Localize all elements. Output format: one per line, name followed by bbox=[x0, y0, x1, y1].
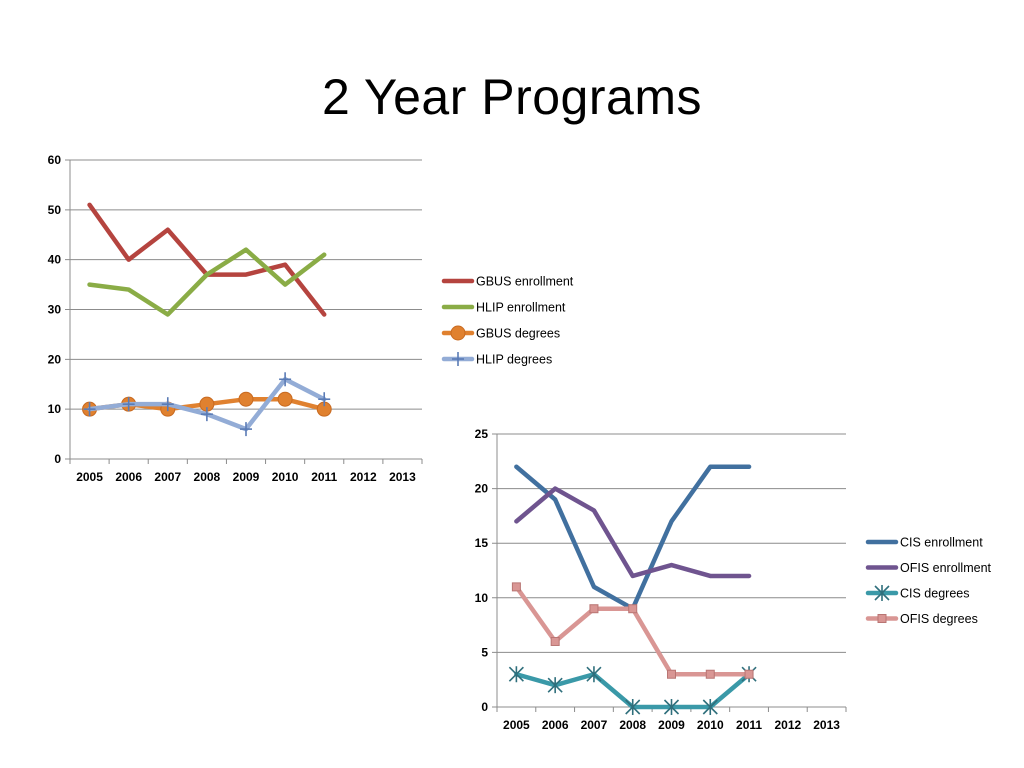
series-ofis-degrees bbox=[511, 582, 754, 679]
data-point bbox=[200, 407, 213, 422]
x-tick-label: 2009 bbox=[658, 718, 685, 732]
y-tick-label: 5 bbox=[481, 645, 488, 659]
series-line bbox=[514, 464, 752, 611]
x-tick-label: 2012 bbox=[350, 470, 377, 484]
x-tick-label: 2006 bbox=[542, 718, 569, 732]
series-ofis-enrollment bbox=[514, 486, 752, 579]
data-point bbox=[122, 397, 135, 412]
legend-marker bbox=[450, 325, 466, 341]
legend-item-ofis-enrollment: OFIS enrollment bbox=[865, 561, 992, 575]
slide-title: 2 Year Programs bbox=[322, 69, 702, 125]
data-point bbox=[279, 372, 292, 387]
series-cis-enrollment bbox=[514, 464, 752, 611]
series-line bbox=[514, 584, 752, 677]
data-point bbox=[702, 699, 718, 715]
y-tick-label: 20 bbox=[475, 482, 489, 496]
x-tick-label: 2012 bbox=[774, 718, 801, 732]
y-tick-label: 10 bbox=[48, 402, 62, 416]
data-point bbox=[238, 391, 254, 407]
data-point bbox=[628, 604, 638, 614]
y-tick-label: 60 bbox=[48, 153, 62, 167]
legend-label: GBUS degrees bbox=[476, 327, 560, 341]
data-point bbox=[705, 669, 715, 679]
data-point bbox=[586, 666, 602, 683]
x-tick-label: 2008 bbox=[619, 718, 646, 732]
data-point bbox=[625, 699, 641, 715]
x-tick-label: 2009 bbox=[233, 470, 260, 484]
legend-label: HLIP degrees bbox=[476, 353, 552, 367]
legend-marker bbox=[874, 585, 890, 601]
data-point bbox=[83, 402, 96, 417]
legend-label: OFIS enrollment bbox=[900, 561, 992, 575]
legend-label: OFIS degrees bbox=[900, 612, 978, 626]
legend-item-cis-enrollment: CIS enrollment bbox=[865, 536, 983, 550]
x-tick-label: 2010 bbox=[272, 470, 299, 484]
y-tick-label: 10 bbox=[475, 591, 489, 605]
x-tick-label: 2005 bbox=[76, 470, 103, 484]
legend-item-cis-degrees: CIS degrees bbox=[865, 585, 969, 601]
legend-item-gbus-degrees: GBUS degrees bbox=[441, 325, 560, 341]
legend: CIS enrollment OFIS enrollment CIS degrees… bbox=[865, 536, 992, 626]
y-tick-label: 25 bbox=[475, 427, 489, 441]
x-tick-label: 2011 bbox=[311, 470, 337, 484]
data-point bbox=[240, 422, 252, 437]
x-tick-label: 2013 bbox=[389, 470, 416, 484]
legend-label: CIS enrollment bbox=[900, 536, 983, 550]
legend-item-hlip-degrees: HLIP degrees bbox=[441, 352, 552, 367]
legend-item-hlip-enrollment: HLIP enrollment bbox=[441, 301, 566, 315]
data-point bbox=[508, 666, 524, 683]
x-tick-label: 2007 bbox=[581, 718, 608, 732]
series-line bbox=[514, 486, 752, 579]
y-tick-label: 40 bbox=[48, 253, 62, 267]
series-hlip-enrollment bbox=[87, 247, 327, 317]
legend-label: CIS degrees bbox=[900, 587, 969, 601]
data-point bbox=[744, 669, 754, 679]
y-tick-label: 15 bbox=[475, 536, 489, 550]
data-point bbox=[161, 397, 174, 412]
legend-marker bbox=[452, 352, 464, 366]
legend-label: GBUS enrollment bbox=[476, 275, 574, 289]
x-tick-label: 2008 bbox=[194, 470, 221, 484]
data-point bbox=[511, 582, 521, 592]
y-tick-label: 0 bbox=[54, 452, 61, 466]
x-tick-label: 2013 bbox=[813, 718, 840, 732]
legend-label: HLIP enrollment bbox=[476, 301, 566, 315]
x-tick-label: 2005 bbox=[503, 718, 530, 732]
series-hlip-degrees bbox=[83, 372, 331, 437]
series-line bbox=[87, 247, 327, 317]
x-tick-label: 2010 bbox=[697, 718, 724, 732]
y-tick-label: 30 bbox=[48, 303, 62, 317]
legend-item-gbus-enrollment: GBUS enrollment bbox=[441, 275, 574, 289]
x-tick-label: 2006 bbox=[115, 470, 142, 484]
x-tick-label: 2011 bbox=[736, 718, 762, 732]
y-tick-label: 50 bbox=[48, 203, 62, 217]
data-point bbox=[667, 669, 676, 679]
data-point bbox=[277, 391, 293, 407]
data-point bbox=[550, 636, 560, 646]
data-point bbox=[589, 604, 599, 614]
y-tick-label: 20 bbox=[48, 352, 62, 366]
legend: GBUS enrollment HLIP enrollment GBUS degre… bbox=[441, 275, 574, 367]
data-point bbox=[318, 392, 331, 407]
legend-item-ofis-degrees: OFIS degrees bbox=[865, 612, 978, 626]
data-point bbox=[663, 699, 680, 715]
legend-marker bbox=[877, 614, 887, 623]
y-tick-label: 0 bbox=[481, 700, 488, 714]
x-tick-label: 2007 bbox=[154, 470, 181, 484]
data-point bbox=[547, 677, 563, 694]
